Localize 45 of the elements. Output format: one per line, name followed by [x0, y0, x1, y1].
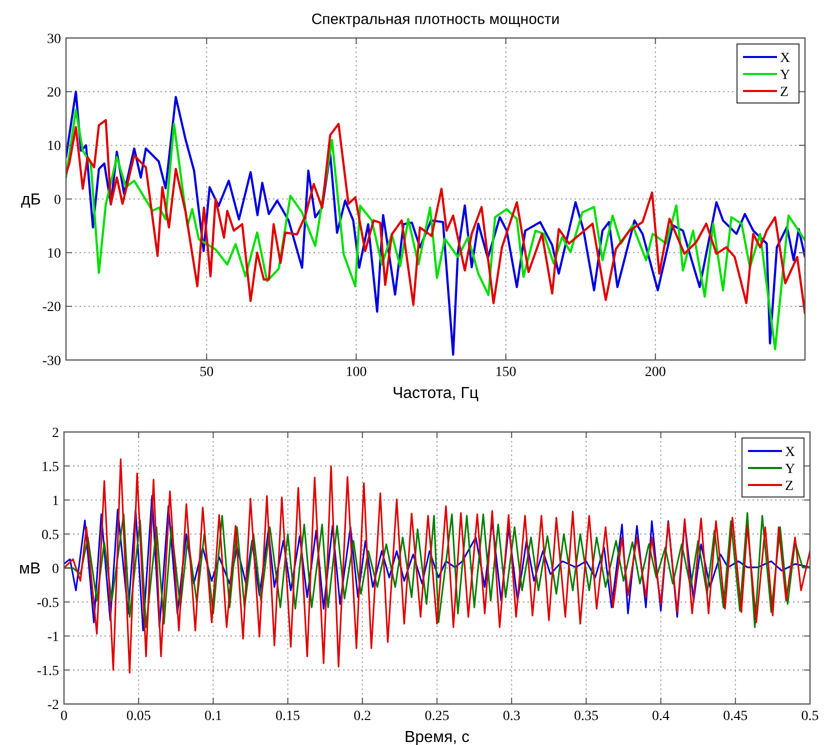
- x-tick-label: 100: [346, 365, 367, 380]
- y-tick-label: -2: [47, 698, 59, 713]
- x-tick-label: 200: [644, 365, 666, 380]
- legend-label: Y: [780, 68, 790, 83]
- legend-label: Z: [785, 478, 794, 494]
- x-tick-label: 0.4: [652, 709, 670, 724]
- y-tick-label: 0: [54, 192, 61, 208]
- line-series: [66, 119, 805, 314]
- legend-label: Z: [780, 84, 789, 100]
- y-tick-label: 1: [52, 494, 59, 509]
- y-axis-title: дБ: [21, 192, 41, 209]
- x-tick-label: 0.2: [354, 709, 372, 724]
- x-axis-title: Частота, Гц: [392, 385, 479, 402]
- legend-label: X: [780, 50, 790, 66]
- x-axis-title: Время, с: [404, 729, 470, 745]
- legend-label: X: [785, 444, 796, 460]
- y-tick-label: 10: [47, 246, 61, 262]
- chart-title: Спектральная плотность мощности: [311, 11, 560, 28]
- y-tick-label: 10: [47, 139, 61, 154]
- y-tick-label: 20: [47, 86, 61, 101]
- y-tick-label: -0.5: [36, 596, 59, 611]
- x-tick-label: 150: [495, 365, 516, 380]
- x-tick-label: 0.1: [204, 709, 222, 724]
- x-tick-label: 0.45: [723, 709, 748, 724]
- x-tick-label: 0.35: [574, 709, 598, 724]
- line-series: [64, 495, 810, 632]
- y-tick-label: 1.5: [42, 460, 59, 475]
- y-tick-label: 30: [47, 32, 61, 47]
- x-tick-label: 0.15: [276, 709, 300, 724]
- y-tick-label: 2: [52, 426, 59, 441]
- y-tick-label: -30: [42, 354, 61, 369]
- x-tick-label: 0.3: [502, 709, 520, 724]
- x-tick-label: 0.25: [424, 709, 450, 724]
- y-tick-label: 0: [52, 562, 59, 577]
- x-tick-label: 0.05: [126, 709, 151, 724]
- y-tick-label: -1: [47, 630, 59, 645]
- line-series: [64, 458, 810, 674]
- x-tick-label: 50: [200, 365, 214, 380]
- y-tick-label: -1.5: [36, 664, 59, 679]
- legend-label: Y: [785, 462, 796, 477]
- y-tick-label: 0.5: [42, 528, 59, 543]
- line-series: [64, 512, 810, 628]
- x-tick-label: 0.5: [801, 709, 819, 724]
- y-axis-title: мВ: [19, 560, 41, 578]
- y-tick-label: -20: [42, 300, 61, 316]
